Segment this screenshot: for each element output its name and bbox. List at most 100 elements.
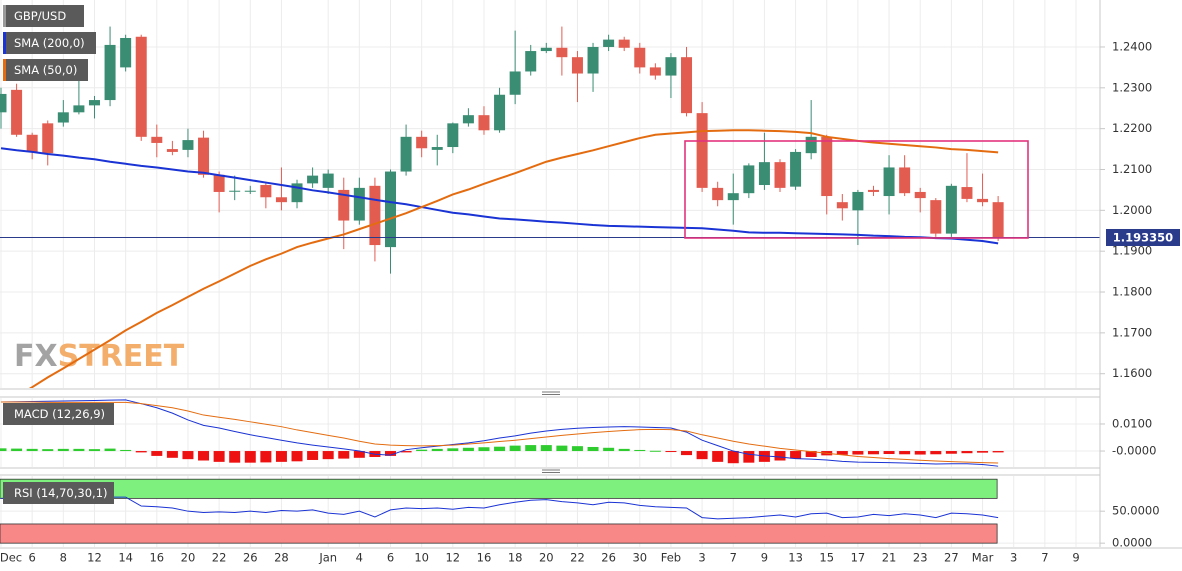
histogram-bar: [992, 451, 1004, 453]
histogram-bar: [494, 446, 506, 452]
legend-stripe: [3, 59, 6, 81]
histogram-bar: [431, 448, 443, 452]
candle-body: [899, 167, 911, 194]
candle-body: [120, 37, 132, 68]
indicator-line: [0, 399, 999, 467]
range-box: [684, 140, 1029, 239]
candle-body: [681, 57, 693, 114]
y-tick-label: 1.1600: [1112, 366, 1152, 380]
indicator-line: [1, 496, 999, 520]
candle-body: [26, 134, 38, 152]
y-tick-label: 1.2300: [1112, 80, 1152, 94]
x-tick-label: 7: [730, 551, 737, 565]
candle-body: [790, 151, 802, 187]
x-tick-label: 8: [60, 551, 67, 565]
x-tick-label: 16: [477, 551, 492, 565]
x-tick-label: 7: [1041, 551, 1048, 565]
candle-body: [353, 187, 365, 221]
legend-box: [3, 5, 84, 27]
x-tick-label: 20: [181, 551, 196, 565]
candle-body: [727, 193, 739, 201]
histogram-bar: [307, 451, 319, 460]
candle-body: [291, 183, 303, 203]
panel-grip[interactable]: [542, 391, 560, 395]
candle-body: [447, 123, 459, 148]
candle-body: [431, 147, 443, 150]
candle-body: [42, 123, 54, 154]
x-tick-label: 9: [1072, 551, 1079, 565]
rsi-band: [0, 523, 998, 544]
histogram-bar: [57, 448, 69, 452]
histogram-bar: [571, 446, 583, 452]
x-tick-label: 18: [508, 551, 523, 565]
histogram-bar: [634, 449, 646, 452]
panel-grip[interactable]: [542, 469, 560, 473]
histogram-bar: [416, 449, 428, 452]
x-tick-label: 6: [387, 551, 394, 565]
watermark-prefix: FX: [14, 339, 58, 374]
x-tick-label: 22: [212, 551, 227, 565]
last-price-box: [1106, 228, 1180, 246]
candle-body: [275, 197, 287, 203]
x-tick-label: 12: [445, 551, 460, 565]
histogram-bar: [11, 448, 23, 452]
rsi-band: [0, 478, 998, 499]
candle-body: [634, 47, 646, 68]
histogram-bar: [229, 451, 241, 463]
histogram-bar: [836, 451, 848, 455]
x-tick-label: 9: [761, 551, 768, 565]
histogram-bar: [151, 451, 163, 456]
histogram-bar: [198, 451, 210, 461]
x-tick-label: 13: [788, 551, 803, 565]
candle-body: [649, 67, 661, 76]
legend-box: [3, 482, 114, 504]
y-tick-label: 50.0000: [1112, 504, 1160, 518]
histogram-bar: [712, 451, 724, 462]
x-tick-label: Jan: [318, 551, 337, 565]
histogram-bar: [447, 448, 459, 452]
candle-body: [11, 89, 23, 135]
histogram-bar: [213, 451, 225, 462]
x-tick-label: 22: [570, 551, 585, 565]
y-tick-label: 1.1900: [1112, 244, 1152, 258]
histogram-bar: [945, 451, 957, 454]
histogram-bar: [930, 451, 942, 455]
candle-body: [104, 44, 116, 101]
candle-body: [462, 115, 474, 124]
histogram-bar: [400, 451, 412, 453]
candle-body: [260, 185, 272, 198]
candle-body: [369, 185, 381, 246]
candle-body: [244, 190, 256, 192]
histogram-bar: [291, 451, 303, 462]
histogram-bar: [478, 447, 490, 452]
candle-body: [540, 47, 552, 52]
histogram-bar: [166, 451, 178, 458]
histogram-bar: [977, 451, 989, 453]
histogram-bar: [618, 448, 630, 452]
candle-body: [914, 191, 926, 199]
histogram-bar: [883, 451, 895, 455]
x-tick-label: 15: [819, 551, 834, 565]
candle-body: [73, 105, 85, 113]
candle-body: [478, 115, 490, 131]
candle-body: [930, 200, 942, 234]
x-tick-label: 21: [882, 551, 897, 565]
histogram-bar: [353, 451, 365, 458]
candle-body: [992, 202, 1004, 238]
histogram-bar: [0, 448, 7, 452]
y-tick-label: 1.1800: [1112, 285, 1152, 299]
candle-body: [509, 71, 521, 95]
candle-body: [977, 198, 989, 203]
histogram-bar: [852, 451, 864, 455]
histogram-bar: [758, 451, 770, 462]
histogram-bar: [322, 451, 334, 460]
histogram-bar: [26, 448, 38, 452]
histogram-bar: [743, 451, 755, 463]
x-tick-label: 23: [913, 551, 928, 565]
histogram-bar: [665, 451, 677, 453]
x-tick-label: 20: [539, 551, 554, 565]
candle-body: [338, 189, 350, 221]
x-tick-label: 27: [944, 551, 959, 565]
histogram-bar: [120, 449, 132, 452]
histogram-bar: [260, 451, 272, 463]
